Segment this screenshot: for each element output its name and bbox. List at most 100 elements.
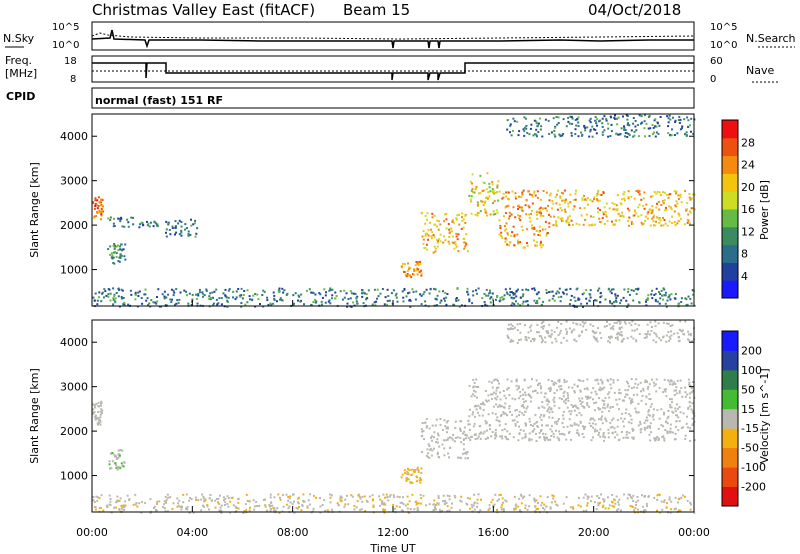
data-cell bbox=[176, 505, 179, 508]
data-cell bbox=[535, 302, 537, 304]
y-tick-label: 2000 bbox=[60, 425, 88, 438]
data-cell bbox=[480, 498, 482, 501]
data-cell bbox=[196, 302, 199, 305]
data-cell bbox=[591, 223, 594, 226]
data-cell bbox=[613, 499, 616, 501]
data-cell bbox=[525, 336, 528, 339]
data-cell bbox=[509, 131, 511, 134]
data-cell bbox=[581, 397, 584, 400]
data-cell bbox=[649, 321, 652, 324]
data-cell bbox=[330, 494, 333, 497]
data-cell bbox=[202, 495, 205, 498]
data-cell bbox=[605, 325, 608, 327]
data-cell bbox=[522, 393, 525, 396]
data-cell bbox=[691, 289, 694, 292]
data-cell bbox=[126, 494, 129, 497]
data-cell bbox=[653, 437, 656, 440]
data-cell bbox=[543, 436, 546, 438]
data-cell bbox=[625, 299, 628, 302]
data-cell bbox=[559, 300, 562, 303]
data-cell bbox=[668, 496, 671, 499]
data-cell bbox=[155, 510, 158, 512]
data-cell bbox=[687, 125, 689, 128]
data-cell bbox=[690, 408, 693, 411]
data-cell bbox=[427, 229, 430, 232]
data-cell bbox=[430, 436, 432, 439]
data-cell bbox=[99, 410, 102, 413]
data-cell bbox=[492, 202, 494, 205]
data-cell bbox=[457, 233, 460, 236]
data-cell bbox=[196, 227, 199, 230]
data-cell bbox=[674, 297, 677, 300]
data-cell bbox=[602, 504, 605, 507]
data-cell bbox=[657, 200, 660, 203]
data-cell bbox=[513, 507, 515, 510]
data-cell bbox=[688, 381, 691, 384]
colorbar-segment bbox=[722, 155, 738, 174]
data-cell bbox=[528, 326, 531, 329]
data-cell bbox=[528, 206, 531, 209]
data-cell bbox=[404, 472, 406, 475]
data-cell bbox=[676, 403, 678, 406]
data-cell bbox=[134, 291, 137, 294]
data-cell bbox=[224, 497, 227, 500]
data-cell bbox=[463, 426, 466, 429]
data-cell bbox=[584, 493, 587, 496]
data-cell bbox=[545, 399, 548, 402]
data-cell bbox=[691, 423, 694, 426]
data-cell bbox=[215, 298, 218, 301]
data-cell bbox=[533, 428, 536, 431]
data-cell bbox=[680, 297, 683, 300]
data-cell bbox=[470, 212, 473, 215]
data-cell bbox=[551, 410, 554, 413]
data-cell bbox=[608, 323, 611, 326]
data-cell bbox=[110, 252, 113, 255]
data-cell bbox=[606, 320, 608, 323]
data-cell bbox=[687, 219, 690, 222]
data-cell bbox=[674, 410, 677, 413]
data-cell bbox=[531, 202, 534, 205]
data-cell bbox=[645, 396, 648, 399]
data-cell bbox=[479, 174, 482, 177]
data-cell bbox=[677, 198, 680, 200]
data-cell bbox=[164, 510, 167, 513]
data-cell bbox=[501, 497, 504, 500]
data-cell bbox=[131, 216, 134, 219]
data-cell bbox=[473, 493, 476, 496]
data-cell bbox=[424, 247, 427, 249]
data-cell bbox=[498, 420, 501, 423]
data-cell bbox=[404, 504, 407, 507]
data-cell bbox=[554, 223, 557, 226]
data-cell bbox=[577, 135, 580, 138]
data-cell bbox=[288, 497, 291, 500]
data-cell bbox=[471, 393, 474, 396]
data-cell bbox=[414, 264, 417, 267]
data-cell bbox=[490, 296, 493, 299]
data-cell bbox=[453, 247, 456, 250]
data-cell bbox=[657, 493, 660, 496]
data-cell bbox=[553, 133, 556, 136]
data-cell bbox=[557, 334, 560, 337]
data-cell bbox=[533, 190, 536, 193]
data-cell bbox=[536, 323, 539, 326]
data-cell bbox=[150, 299, 153, 302]
data-cell bbox=[688, 193, 691, 196]
data-cell bbox=[257, 298, 260, 301]
data-cell bbox=[593, 402, 596, 404]
data-cell bbox=[156, 223, 159, 226]
data-cell bbox=[381, 502, 384, 505]
data-cell bbox=[544, 436, 547, 439]
data-cell bbox=[435, 304, 438, 307]
date-label: 04/Oct/2018 bbox=[588, 1, 681, 19]
data-cell bbox=[132, 503, 135, 506]
data-cell bbox=[204, 498, 207, 501]
data-cell bbox=[477, 493, 480, 496]
data-cell bbox=[555, 221, 558, 224]
data-cell bbox=[560, 191, 563, 194]
data-cell bbox=[544, 207, 547, 210]
data-cell bbox=[656, 202, 658, 205]
data-cell bbox=[472, 294, 475, 297]
data-cell bbox=[293, 511, 296, 514]
data-cell bbox=[523, 246, 526, 249]
data-cell bbox=[655, 192, 658, 195]
